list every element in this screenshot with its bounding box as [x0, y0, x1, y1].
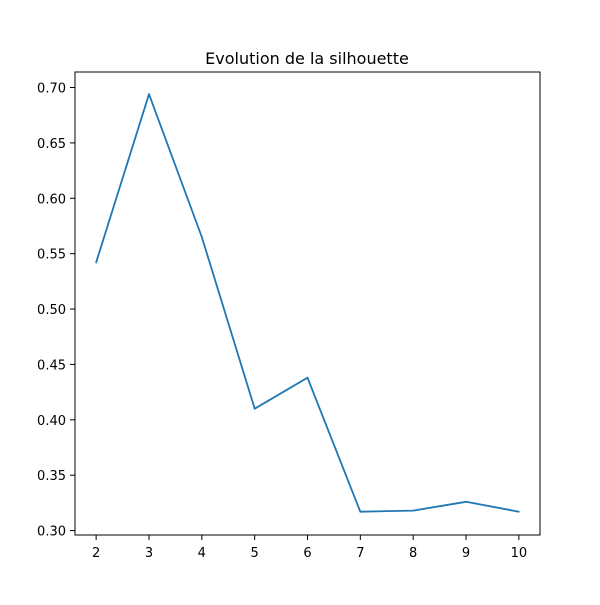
x-axis: 2 3 4 5 6 7 8 9 10	[92, 535, 527, 561]
y-tick-label: 0.65	[37, 137, 66, 152]
x-tick-label: 8	[409, 546, 417, 561]
data-point	[359, 510, 362, 513]
x-tick-label: 2	[92, 546, 100, 561]
y-axis: 0.30 0.35 0.40 0.45 0.50 0.55 0.60 0.65 0.70	[37, 82, 75, 540]
y-tick-label: 0.40	[37, 414, 66, 429]
chart-title: Evolution de la silhouette	[205, 49, 409, 68]
x-tick-label: 10	[511, 546, 528, 561]
y-tick-label: 0.60	[37, 192, 66, 207]
series-layer	[95, 93, 520, 513]
data-point	[517, 510, 520, 513]
data-point	[253, 407, 256, 410]
series-line	[95, 93, 520, 513]
data-point	[200, 236, 203, 238]
x-tick-label: 5	[251, 546, 259, 561]
x-tick-label: 9	[462, 546, 470, 561]
data-point	[465, 500, 467, 503]
y-tick-label: 0.30	[37, 525, 66, 540]
y-tick-label: 0.70	[37, 82, 66, 97]
y-tick-label: 0.45	[37, 358, 66, 373]
y-tick-label: 0.35	[37, 469, 66, 484]
data-point	[306, 376, 309, 379]
x-tick-label: 7	[356, 546, 364, 561]
x-tick-label: 6	[303, 546, 311, 561]
data-point	[412, 509, 415, 512]
y-tick-label: 0.50	[37, 303, 66, 318]
plot-frame	[74, 71, 541, 536]
x-tick-label: 3	[145, 546, 153, 561]
data-point	[95, 261, 98, 264]
x-tick-label: 4	[198, 546, 206, 561]
data-point	[148, 93, 150, 96]
y-tick-label: 0.55	[37, 248, 66, 263]
